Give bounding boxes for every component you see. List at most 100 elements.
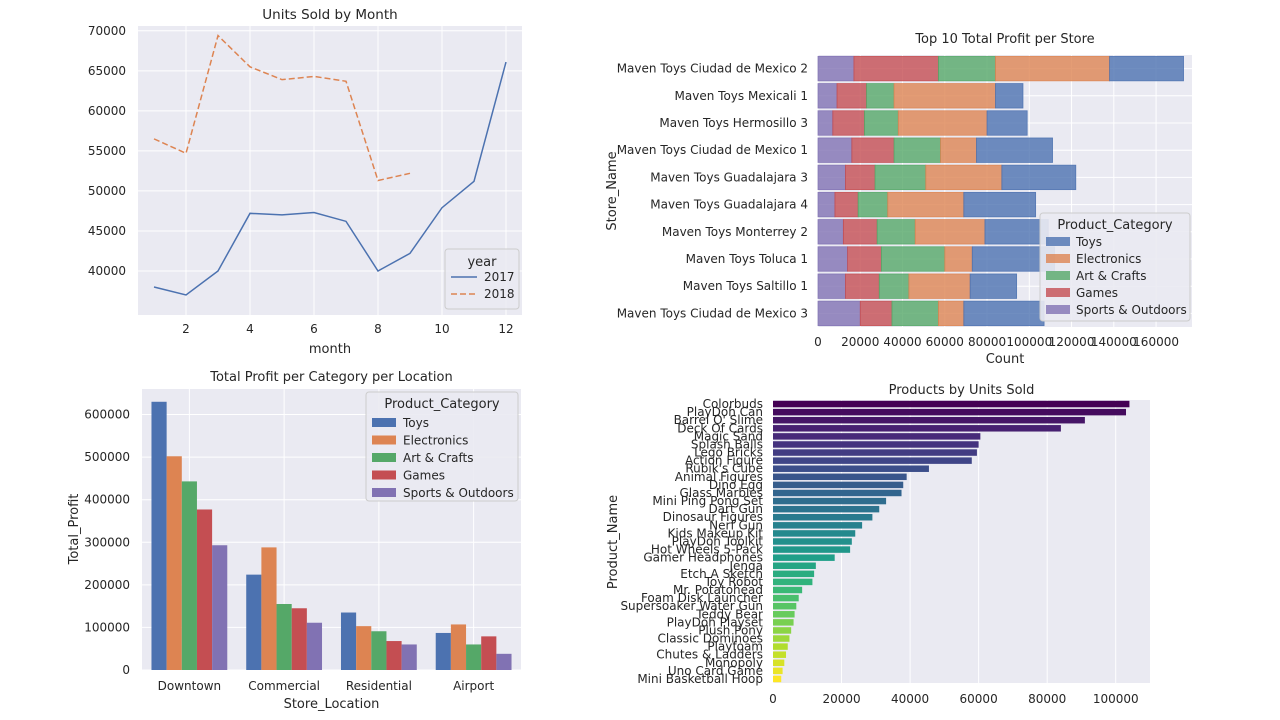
bar-Sports & Outdoors <box>817 110 834 136</box>
legend-title: Product_Category <box>1057 218 1173 233</box>
product-bar <box>773 667 783 675</box>
legend-label: Toys <box>1075 235 1102 249</box>
bar-Electronics <box>908 273 971 299</box>
y-tick-label: 300000 <box>84 535 130 549</box>
y-tick-label: Toy Robot <box>704 575 764 589</box>
bar-Sports & Outdoors <box>496 653 512 670</box>
bar-Toys <box>984 219 1049 245</box>
product-bar <box>773 562 816 569</box>
bar-Sports & Outdoors <box>817 137 853 163</box>
x-tick-label: 40000 <box>883 335 921 349</box>
bar-Toys <box>995 83 1024 109</box>
series-line-2017 <box>153 61 507 296</box>
bar-Sports & Outdoors <box>817 273 846 299</box>
product-bar <box>773 635 790 642</box>
bar-Electronics <box>893 83 996 109</box>
y-tick-label: Monopoly <box>705 656 763 670</box>
x-tick-label: 40000 <box>891 692 929 706</box>
bar-Art & Crafts <box>874 164 927 191</box>
legend-swatch <box>372 488 396 497</box>
bar-Electronics <box>925 164 1003 191</box>
legend-swatch <box>372 470 396 480</box>
bar-Sports & Outdoors <box>306 622 323 670</box>
y-tick-label: 500000 <box>84 450 130 464</box>
x-tick-label: 12 <box>498 322 513 336</box>
x-axis-label: Store_Location <box>284 697 380 712</box>
legend-label: Electronics <box>403 434 468 448</box>
y-tick-label: Glass Marbles <box>679 486 763 500</box>
bar-Electronics <box>940 137 977 163</box>
bar-Art & Crafts <box>878 273 910 299</box>
product-bar <box>773 400 1130 408</box>
products-units-bar-chart: 0 20000 40000 60000 80000 100000ColorbudsPlay… <box>606 383 1150 706</box>
bar-Toys <box>1001 164 1077 191</box>
bar-Art & Crafts <box>857 191 889 218</box>
y-tick-label: Splash Balls <box>691 437 763 451</box>
bar-Art & Crafts <box>276 604 292 670</box>
product-bar <box>773 514 873 521</box>
y-tick-label: Mr. Potatohead <box>673 583 763 597</box>
y-tick-label: Dart Gun <box>708 502 763 516</box>
product-bar <box>773 497 887 505</box>
bar-Toys <box>969 273 1018 299</box>
bar-Art & Crafts <box>866 83 895 109</box>
chart-title: Products by Units Sold <box>889 383 1035 398</box>
chart-title: Units Sold by Month <box>262 7 397 23</box>
bar-Electronics <box>914 219 986 245</box>
legend-label: Sports & Outdoors <box>1076 303 1187 317</box>
product-bar <box>773 611 795 618</box>
bar-Sports & Outdoors <box>817 55 855 82</box>
y-tick-label: Maven Toys Toluca 1 <box>686 252 808 266</box>
y-tick-label: 0 <box>122 663 130 677</box>
y-axis-label: Store_Name <box>605 151 620 230</box>
bar-Toys <box>435 632 451 670</box>
y-tick-label: Action Figure <box>685 454 763 468</box>
product-bar <box>773 578 813 586</box>
bar-Toys <box>963 300 1045 327</box>
bar-Electronics <box>261 547 277 670</box>
legend-label: Electronics <box>1076 252 1141 266</box>
product-bar <box>773 530 856 537</box>
legend-title: year <box>467 255 497 270</box>
x-tick-label: 0 <box>814 335 822 349</box>
x-tick-label: 10 <box>434 322 449 336</box>
product-bar <box>773 481 904 489</box>
product-bar <box>773 416 1085 424</box>
y-tick-label: Foam Disk Launcher <box>641 591 763 605</box>
x-tick-label: 80000 <box>1028 692 1066 706</box>
y-tick-label: Maven Toys Ciudad de Mexico 2 <box>617 62 808 76</box>
y-tick-label: Classic Dominoes <box>657 632 763 646</box>
x-tick-label: 20000 <box>841 335 879 349</box>
category-location-grouped-bar-chart: 0 100000 200000 300000 400000 500000 600000 Dow… <box>67 370 521 712</box>
legend-label: 2018 <box>484 287 515 301</box>
legend-swatch <box>1046 305 1070 314</box>
bar-Toys <box>1109 55 1184 82</box>
y-tick-label: Maven Toys Mexicali 1 <box>675 89 808 103</box>
bar-Electronics <box>887 191 965 218</box>
x-tick-label: 60000 <box>960 692 998 706</box>
y-tick-label: Kids Makeup Kit <box>668 526 764 540</box>
bar-Electronics <box>995 55 1110 82</box>
y-tick-label: PlayDoh Toolkit <box>672 535 764 549</box>
x-tick-label: 8 <box>374 322 382 336</box>
y-tick-label: Jenga <box>729 559 764 573</box>
y-tick-label: 55000 <box>88 144 126 158</box>
legend-label: Games <box>1076 286 1118 300</box>
y-tick-label: Teddy Bear <box>695 607 763 621</box>
x-tick-label: 160000 <box>1133 335 1179 349</box>
bar-Toys <box>963 191 1037 218</box>
y-tick-label: Lego Bricks <box>694 446 763 460</box>
bar-Electronics <box>450 624 467 670</box>
product-bar <box>773 465 929 472</box>
bar-Sports & Outdoors <box>817 246 848 272</box>
x-tick-label: 0 <box>769 692 777 706</box>
bar-Toys <box>340 612 357 670</box>
y-tick-label: Gamer Headphones <box>643 551 763 565</box>
y-tick-label: Maven Toys Guadalajara 3 <box>650 170 808 184</box>
y-tick-label: Maven Toys Ciudad de Mexico 3 <box>617 306 808 320</box>
bar-Sports & Outdoors <box>817 191 836 218</box>
x-tick-label: 2 <box>182 322 190 336</box>
product-bar <box>773 441 979 448</box>
y-tick-label: Dino Egg <box>709 478 763 492</box>
